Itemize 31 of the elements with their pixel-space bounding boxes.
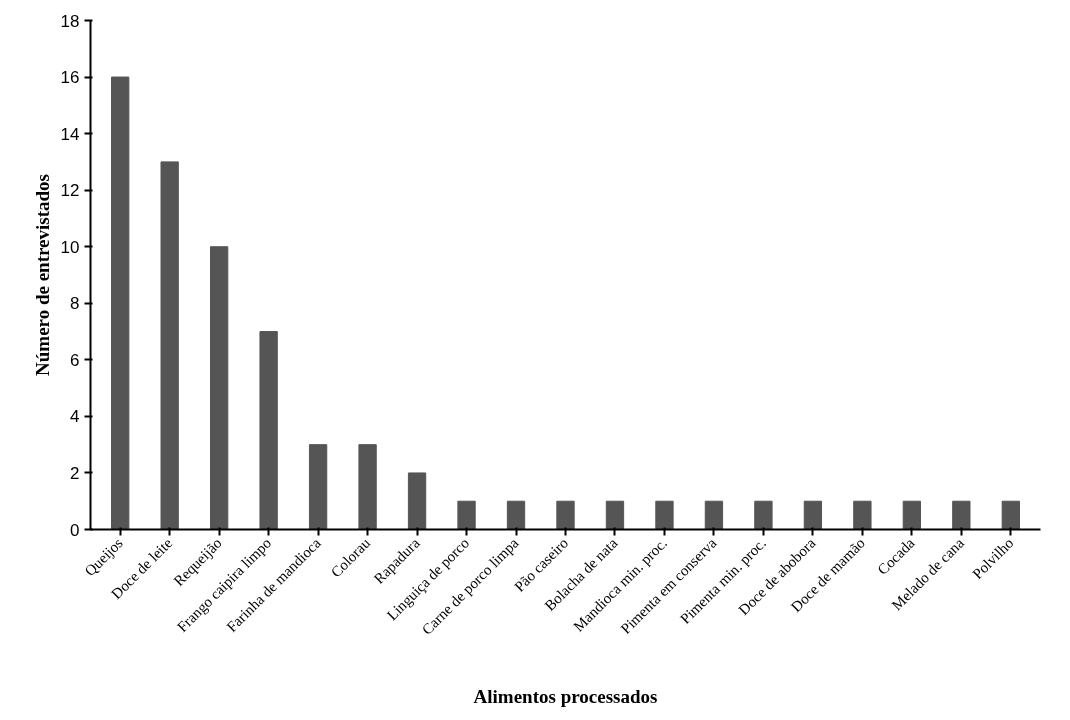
y-tick-label: 8 xyxy=(70,294,80,314)
bar xyxy=(605,500,625,530)
y-tick-label: 6 xyxy=(70,350,80,370)
bar xyxy=(952,500,971,530)
bar xyxy=(853,500,872,530)
y-tick-label: 0 xyxy=(70,520,80,540)
y-tick-label: 16 xyxy=(60,68,80,88)
y-tick-label: 12 xyxy=(60,181,80,201)
bar xyxy=(556,500,575,530)
bar xyxy=(902,500,922,530)
bar xyxy=(259,331,278,530)
bar xyxy=(655,500,674,530)
bar xyxy=(1001,500,1020,530)
bar xyxy=(111,76,130,530)
bar xyxy=(704,500,724,530)
bar xyxy=(308,444,328,530)
y-tick-label: 14 xyxy=(60,124,80,144)
y-axis-title: Número de entrevistados xyxy=(31,174,53,376)
y-tick-label: 2 xyxy=(70,463,80,483)
bar xyxy=(358,444,377,530)
bar xyxy=(754,500,773,530)
bar xyxy=(803,500,823,530)
y-tick-label: 18 xyxy=(60,11,80,31)
bar xyxy=(160,161,179,530)
bar xyxy=(407,472,427,530)
x-axis-title: Alimentos processados xyxy=(473,686,658,708)
bar xyxy=(209,246,229,530)
y-tick-label: 10 xyxy=(60,237,80,257)
y-tick-label: 4 xyxy=(70,407,80,427)
bar xyxy=(506,500,526,530)
bar xyxy=(457,500,476,530)
